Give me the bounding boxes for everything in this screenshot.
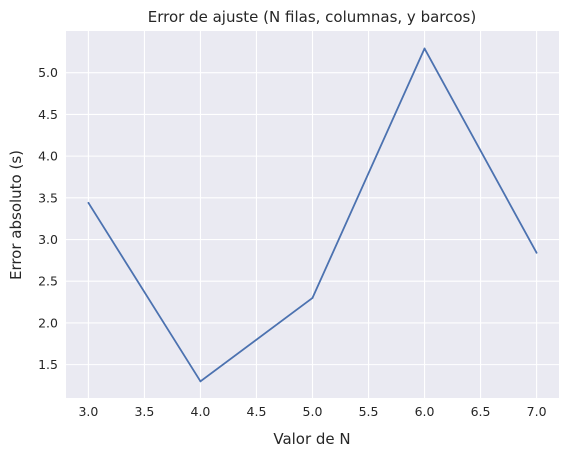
y-tick-label: 1.5 <box>38 357 58 372</box>
data-point <box>536 252 538 254</box>
y-tick-label: 4.0 <box>38 149 58 164</box>
x-tick-label: 6.5 <box>471 404 491 419</box>
y-tick-label: 3.5 <box>38 190 58 205</box>
chart-title: Error de ajuste (N filas, columnas, y ba… <box>148 8 476 26</box>
y-tick-label: 5.0 <box>38 65 58 80</box>
data-point <box>88 202 90 204</box>
x-tick-label: 3.0 <box>78 404 98 419</box>
x-tick-labels: 3.0 3.5 4.0 4.5 5.0 5.5 6.0 6.5 7.0 <box>78 404 546 419</box>
x-tick-label: 6.0 <box>415 404 435 419</box>
data-point <box>312 297 314 299</box>
x-tick-label: 3.5 <box>134 404 154 419</box>
y-tick-label: 4.5 <box>38 107 58 122</box>
y-tick-label: 3.0 <box>38 232 58 247</box>
y-axis-label: Error absoluto (s) <box>7 150 25 280</box>
y-tick-labels: 1.5 2.0 2.5 3.0 3.5 4.0 4.5 5.0 <box>38 65 58 372</box>
x-tick-label: 4.0 <box>191 404 211 419</box>
data-point <box>200 380 202 382</box>
x-tick-label: 5.5 <box>359 404 379 419</box>
y-tick-label: 2.0 <box>38 315 58 330</box>
x-tick-label: 7.0 <box>527 404 547 419</box>
x-tick-label: 5.0 <box>303 404 323 419</box>
y-tick-label: 2.5 <box>38 274 58 289</box>
x-tick-label: 4.5 <box>247 404 267 419</box>
x-axis-label: Valor de N <box>273 430 350 448</box>
data-point <box>424 48 426 50</box>
